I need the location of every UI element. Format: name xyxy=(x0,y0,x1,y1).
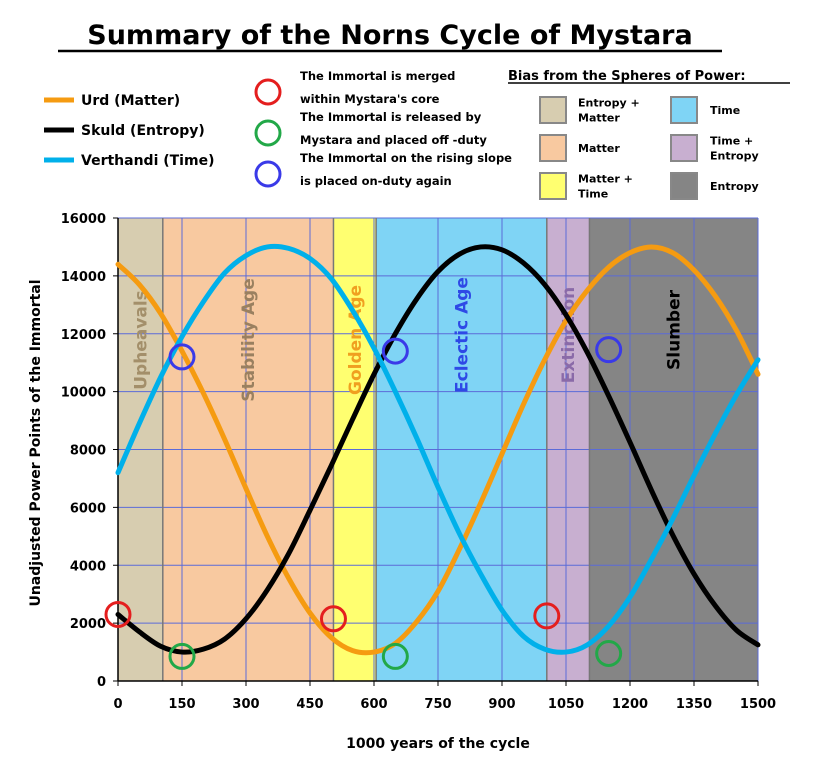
event-marker xyxy=(168,343,196,371)
marker-legend-text: The Immortal is merged xyxy=(300,69,455,83)
event-marker xyxy=(104,600,132,628)
marker-legend-icon xyxy=(254,119,282,147)
marker-legend-text: is placed on-duty again xyxy=(300,174,452,188)
y-tick-label: 8000 xyxy=(70,444,106,459)
bias-label: Matter + xyxy=(578,173,633,186)
bias-swatch xyxy=(539,96,567,124)
bias-swatch xyxy=(670,96,698,124)
event-marker xyxy=(168,642,196,670)
event-marker xyxy=(381,642,409,670)
x-tick-label: 300 xyxy=(232,697,259,712)
legend-label: Skuld (Entropy) xyxy=(81,123,205,139)
y-tick-label: 14000 xyxy=(61,270,106,285)
series-line xyxy=(115,244,761,655)
bias-label: Time xyxy=(710,104,740,117)
chart-title: Summary of the Norns Cycle of Mystara xyxy=(87,20,692,51)
x-tick-label: 1500 xyxy=(740,697,776,712)
legend-label: Urd (Matter) xyxy=(81,93,180,109)
series-line xyxy=(115,244,761,656)
age-label: Slumber xyxy=(665,289,685,370)
bias-swatch xyxy=(539,134,567,162)
marker-legend-icon xyxy=(254,160,282,188)
y-tick-label: 4000 xyxy=(70,559,106,574)
event-marker xyxy=(381,337,409,365)
marker-legend-text: The Immortal on the rising slope xyxy=(300,151,512,165)
event-marker xyxy=(595,640,623,668)
x-tick-label: 1350 xyxy=(676,697,712,712)
sphere-bias-legend: Bias from the Spheres of Power: Entropy … xyxy=(508,69,790,201)
event-marker xyxy=(319,605,347,633)
marker-legend-text: within Mystara's core xyxy=(300,92,440,106)
bias-label: Matter xyxy=(578,142,620,155)
y-tick-label: 2000 xyxy=(70,617,106,632)
marker-legend: The Immortal is merged within Mystara's c… xyxy=(254,69,512,188)
x-axis-label: 1000 years of the cycle xyxy=(346,736,530,752)
series-line xyxy=(115,243,761,655)
marker-legend-text: Mystara and placed off -duty xyxy=(300,133,487,147)
bias-swatch xyxy=(670,134,698,162)
y-tick-label: 12000 xyxy=(61,328,106,343)
event-marker xyxy=(595,336,623,364)
age-label: Eclectic Age xyxy=(452,277,472,393)
marker-legend-text: The Immortal is released by xyxy=(300,110,482,124)
marker-legend-icon xyxy=(254,78,282,106)
series-legend: Urd (Matter) Skuld (Entropy) Verthandi (Ti… xyxy=(44,93,214,169)
y-axis-label: Unadjusted Power Points of the Immortal xyxy=(28,279,44,606)
bias-label: Entropy xyxy=(710,150,759,163)
x-tick-label: 750 xyxy=(424,697,451,712)
y-tick-label: 0 xyxy=(97,675,106,690)
bias-label: Entropy xyxy=(710,180,759,193)
x-tick-label: 0 xyxy=(113,697,122,712)
bias-label: Matter xyxy=(578,112,620,125)
bias-label: Entropy + xyxy=(578,97,640,110)
x-tick-label: 1050 xyxy=(548,697,584,712)
y-tick-label: 16000 xyxy=(61,212,106,227)
bias-label: Time + xyxy=(710,135,753,148)
bias-legend-title: Bias from the Spheres of Power: xyxy=(508,69,746,84)
x-tick-label: 900 xyxy=(488,697,515,712)
y-tick-label: 10000 xyxy=(61,386,106,401)
plot-area: Upheavals Stability Age Golden Age Eclectic… xyxy=(61,212,776,712)
x-tick-label: 600 xyxy=(360,697,387,712)
event-marker xyxy=(533,602,561,630)
x-tick-label: 1200 xyxy=(612,697,648,712)
age-label: Golden Age xyxy=(346,285,366,395)
age-label: Upheavals xyxy=(131,290,151,390)
age-label: Stability Age xyxy=(239,278,259,401)
bias-swatch xyxy=(539,172,567,200)
bias-swatch xyxy=(670,172,698,200)
x-tick-label: 150 xyxy=(168,697,195,712)
legend-label: Verthandi (Time) xyxy=(81,153,214,169)
y-tick-label: 6000 xyxy=(70,501,106,516)
x-tick-label: 450 xyxy=(296,697,323,712)
bias-label: Time xyxy=(578,188,608,201)
